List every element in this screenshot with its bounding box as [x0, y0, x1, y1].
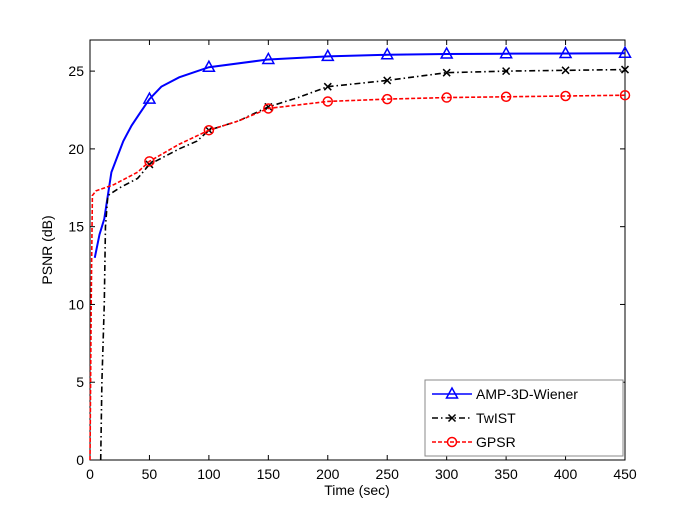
amp-3d-wiener-marker [321, 48, 335, 62]
x-tick-label: 450 [613, 466, 637, 482]
series-gpsr [89, 89, 631, 461]
x-tick-label: 200 [316, 466, 340, 482]
legend-marker-gpsr [446, 436, 458, 448]
legend-label-gpsr: GPSR [476, 434, 516, 450]
legend-marker-amp-3d-wiener [445, 386, 459, 399]
x-tick-label: 350 [494, 466, 518, 482]
gpsr-marker [203, 124, 215, 136]
twist-marker [145, 160, 154, 169]
x-tick-label: 0 [86, 466, 94, 482]
y-tick-label: 5 [76, 374, 84, 390]
amp-3d-wiener-marker [439, 46, 454, 59]
twist-marker [502, 67, 511, 76]
series-twist [99, 65, 630, 461]
y-tick-label: 10 [68, 296, 84, 312]
y-tick-label: 20 [68, 141, 84, 157]
x-axis-label: Time (sec) [324, 482, 390, 498]
legend-label-twist: TwIST [476, 410, 516, 426]
gpsr-line [89, 94, 626, 461]
amp-3d-wiener-marker [499, 46, 513, 59]
gpsr-marker [441, 92, 452, 103]
y-tick-label: 25 [68, 63, 84, 79]
legend-box [424, 379, 624, 457]
legend-marker-twist [447, 413, 457, 423]
x-tick-label: 150 [257, 466, 281, 482]
amp-3d-wiener-line [93, 52, 626, 258]
twist-marker [442, 68, 451, 77]
twist-marker [620, 65, 630, 74]
y-tick-label: 15 [68, 219, 84, 235]
twist-marker [561, 66, 570, 75]
x-tick-label: 300 [435, 466, 459, 482]
twist-marker [323, 82, 332, 91]
gpsr-marker [500, 91, 512, 103]
x-tick-label: 400 [554, 466, 578, 482]
y-axis-label: PSNR (dB) [39, 215, 55, 284]
legend: AMP-3D-Wiener TwIST GPSR [424, 379, 624, 457]
amp-3d-wiener-marker [202, 59, 216, 72]
gpsr-marker [381, 93, 393, 105]
legend-label-amp-3d-wiener: AMP-3D-Wiener [476, 386, 578, 402]
amp-3d-wiener-marker [558, 45, 573, 59]
twist-line [99, 68, 626, 461]
series-amp-3d-wiener [93, 45, 632, 258]
x-tick-label: 250 [376, 466, 400, 482]
gpsr-marker [263, 103, 274, 114]
amp-3d-wiener-marker [380, 47, 394, 60]
x-tick-label: 100 [197, 466, 221, 482]
gpsr-marker [144, 156, 155, 167]
amp-3d-wiener-marker [142, 91, 157, 104]
x-tick-label: 50 [142, 466, 158, 482]
gpsr-marker [619, 89, 631, 101]
gpsr-marker [560, 90, 571, 102]
amp-3d-wiener-marker [261, 51, 276, 65]
y-tick-label: 0 [76, 452, 84, 468]
gpsr-marker [322, 96, 334, 107]
twist-marker [383, 76, 392, 85]
amp-3d-wiener-marker [618, 45, 632, 58]
